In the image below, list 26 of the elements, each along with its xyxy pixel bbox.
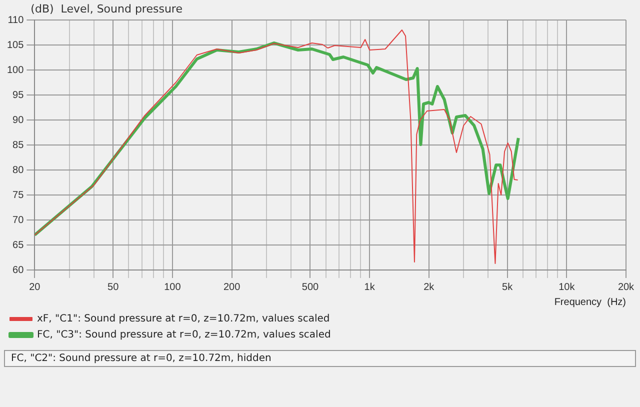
x-axis-title: Frequency (Hz) — [554, 296, 626, 308]
x-tick-label: 20 — [29, 282, 41, 293]
x-tick-label: 10k — [558, 282, 576, 293]
x-tick-label: 500 — [302, 282, 320, 293]
x-tick-label: 50 — [108, 282, 120, 293]
y-tick-label: 110 — [8, 14, 24, 26]
y-tick-label: 65 — [12, 240, 24, 251]
y-tick-label: 100 — [6, 64, 24, 76]
x-tick-label: 200 — [223, 282, 241, 293]
x-tick-label: 1k — [364, 282, 376, 293]
y-tick-label: 60 — [12, 264, 24, 276]
y-tick-label: 80 — [12, 164, 24, 176]
y-tick-label: 75 — [12, 190, 24, 201]
x-tick-label: 20k — [618, 282, 636, 293]
y-tick-label: 90 — [12, 114, 24, 126]
y-tick-label: 70 — [12, 214, 24, 226]
y-tick-label: 85 — [12, 140, 24, 151]
legend-label: FC, "C3": Sound pressure at r=0, z=10.72m, values scaled — [37, 330, 331, 341]
y-tick-label: 95 — [12, 90, 24, 101]
text: FC, "C2": Sound pressure at r=0, z=10.72m, hidden — [4, 350, 636, 367]
y-axis-title: (dB) Level, Sound pressure — [30, 2, 183, 16]
legend-label: xF, "C1": Sound pressure at r=0, z=10.72m, values scaled — [37, 314, 330, 325]
x-tick-label: 100 — [164, 282, 182, 293]
x-tick-label: 2k — [424, 282, 436, 293]
x-tick-label: 5k — [502, 282, 514, 293]
y-tick-label: 105 — [6, 40, 24, 51]
